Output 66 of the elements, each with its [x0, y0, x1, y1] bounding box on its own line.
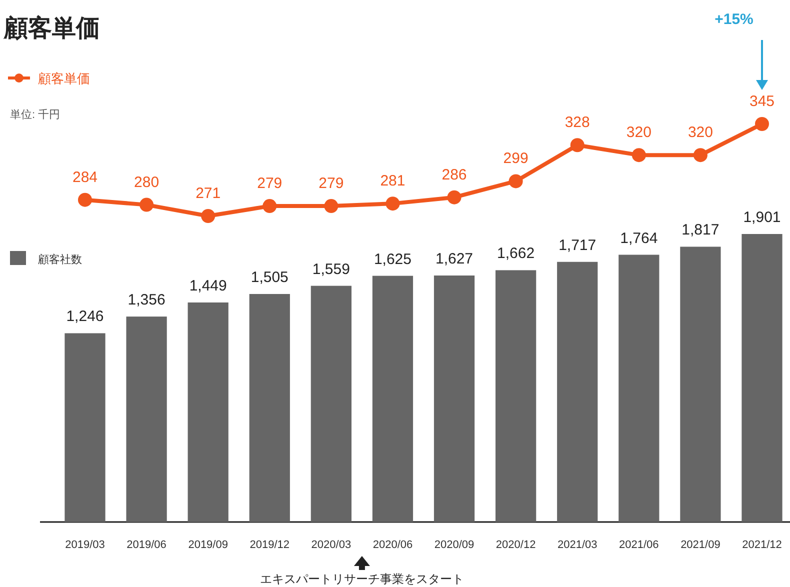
bar [557, 262, 598, 522]
x-tick-label: 2020/09 [434, 539, 474, 551]
data-label: 1,717 [558, 236, 596, 254]
point [693, 148, 708, 162]
data-label: 1,559 [312, 260, 350, 278]
data-label: 328 [564, 114, 590, 132]
bar [496, 270, 536, 522]
data-label: 1,662 [497, 245, 535, 262]
text: エキスパートリサーチ事業をスタート [260, 572, 464, 586]
data-label: 299 [503, 150, 528, 168]
data-label: 1,505 [250, 268, 288, 286]
data-label: 1,764 [620, 230, 658, 247]
data-label: 1,356 [128, 292, 166, 309]
x-tick-label: 2021/06 [619, 539, 659, 551]
x-tick-label: 2021/09 [680, 539, 720, 551]
text: 単位: 千円 [10, 108, 60, 121]
point [447, 190, 462, 204]
x-tick-label: 2019/06 [126, 539, 166, 551]
x-tick-label: 2020/12 [496, 539, 536, 551]
point [632, 148, 646, 162]
bar [64, 333, 106, 522]
x-tick-label: 2019/09 [188, 539, 228, 551]
bar [742, 234, 782, 522]
point [78, 192, 92, 207]
x-tick-label: 2019/12 [250, 539, 290, 551]
legend-label: 顧客単価 [38, 71, 90, 86]
point [140, 198, 154, 212]
data-label: 281 [380, 172, 406, 190]
bar [372, 276, 414, 522]
point [262, 199, 277, 214]
point [755, 117, 769, 131]
point [570, 138, 584, 152]
bar [618, 254, 660, 522]
point [201, 209, 216, 223]
data-label: 1,817 [682, 222, 720, 239]
x-tick-label: 2021/03 [557, 539, 598, 551]
chart-title: 顧客単価 [3, 15, 100, 42]
bar [434, 276, 475, 522]
data-label: 1,625 [374, 250, 412, 268]
bar [680, 246, 721, 522]
data-label: 1,246 [66, 308, 104, 326]
point [324, 199, 338, 214]
text: +15% [714, 11, 754, 28]
bar [310, 286, 352, 522]
data-label: 320 [688, 124, 713, 142]
x-tick-label: 2020/06 [372, 539, 413, 551]
data-label: 280 [134, 174, 160, 191]
data-label: 345 [749, 93, 775, 110]
data-label: 279 [257, 175, 282, 192]
data-label: 320 [626, 124, 652, 142]
x-tick-label: 2020/03 [311, 539, 352, 551]
bar [126, 316, 167, 522]
bar [249, 294, 290, 522]
data-label: 284 [72, 168, 98, 186]
data-label: 1,627 [436, 250, 474, 268]
x-tick-label: 2021/12 [742, 539, 782, 551]
data-label: 1,449 [189, 277, 227, 294]
point [508, 174, 523, 188]
data-label: 279 [318, 175, 344, 192]
legend-label: 顧客社数 [38, 253, 82, 266]
data-label: 286 [442, 166, 467, 184]
x-tick-label: 2019/03 [65, 539, 105, 551]
bar [188, 302, 228, 522]
data-label: 1,901 [743, 209, 781, 226]
data-label: 271 [196, 185, 221, 202]
point [386, 196, 400, 211]
